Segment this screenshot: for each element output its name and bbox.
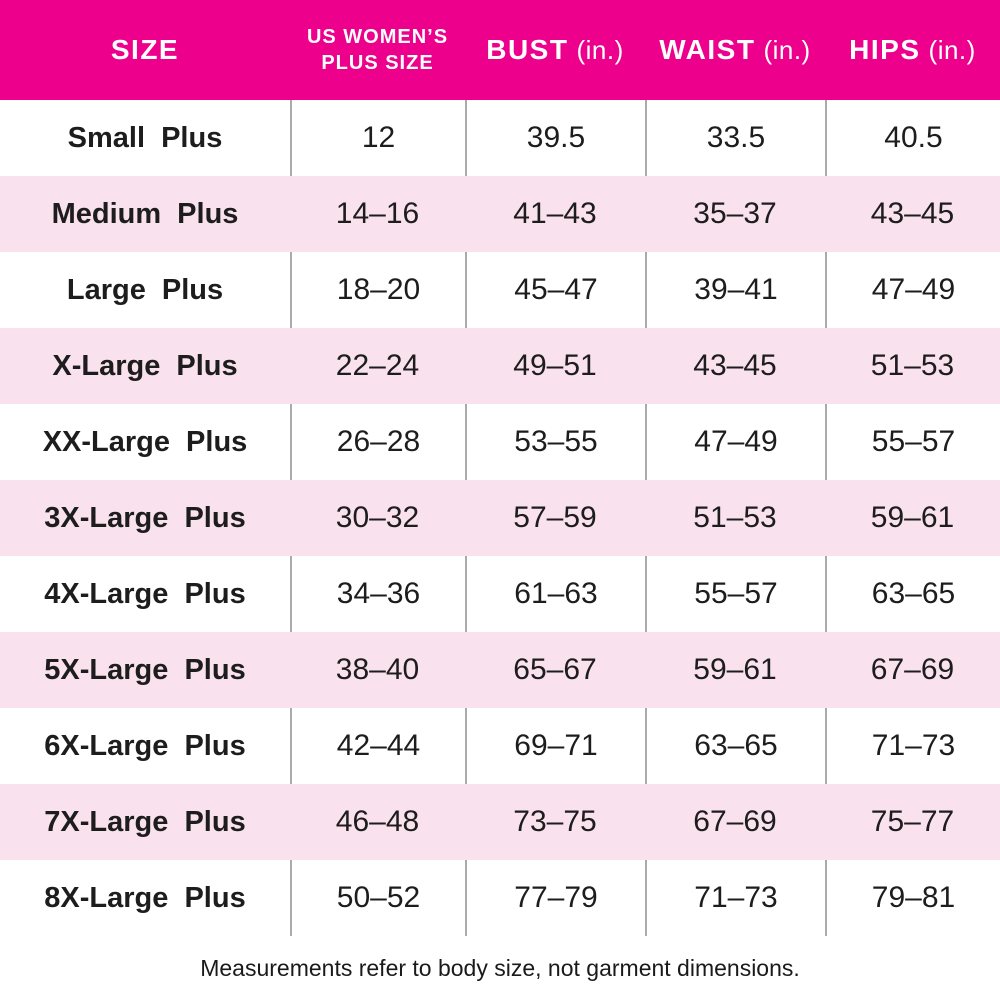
- bust-cell: 53–55: [465, 404, 645, 480]
- column-header-us-plus-size: US WOMEN’S PLUS SIZE: [290, 24, 465, 76]
- us-plus-size-cell: 34–36: [290, 556, 465, 632]
- hips-cell: 71–73: [825, 708, 1000, 784]
- table-row: Small Plus 12 39.5 33.5 40.5: [0, 100, 1000, 176]
- hips-cell: 47–49: [825, 252, 1000, 328]
- table-row: Large Plus 18–20 45–47 39–41 47–49: [0, 252, 1000, 328]
- footnote: Measurements refer to body size, not gar…: [200, 954, 800, 981]
- size-cell: 3X-Large Plus: [44, 501, 246, 534]
- bust-unit-label: (in.): [576, 34, 624, 65]
- bust-cell: 57–59: [513, 501, 597, 534]
- bust-cell: 49–51: [513, 349, 597, 382]
- us-plus-size-cell: 18–20: [290, 252, 465, 328]
- table-header: SIZE US WOMEN’S PLUS SIZE BUST (in.) WAIS…: [0, 0, 1000, 100]
- column-header-waist: WAIST (in.): [645, 33, 825, 66]
- hips-cell: 63–65: [825, 556, 1000, 632]
- table-row: XX-Large Plus 26–28 53–55 47–49 55–57: [0, 404, 1000, 480]
- waist-cell: 71–73: [645, 860, 825, 936]
- hips-cell: 67–69: [870, 653, 955, 686]
- bust-cell: 77–79: [465, 860, 645, 936]
- size-cell: X-Large Plus: [52, 349, 238, 382]
- waist-column-label: WAIST: [659, 33, 756, 65]
- us-plus-size-cell: 12: [290, 100, 465, 176]
- size-column-label: SIZE: [110, 33, 180, 65]
- bust-cell: 39.5: [465, 100, 645, 176]
- waist-cell: 51–53: [693, 501, 777, 534]
- size-cell: XX-Large Plus: [42, 425, 248, 458]
- us-plus-size-cell: 26–28: [290, 404, 465, 480]
- column-header-hips: HIPS (in.): [825, 33, 1000, 66]
- waist-cell: 33.5: [645, 100, 825, 176]
- table-row: 8X-Large Plus 50–52 77–79 71–73 79–81: [0, 860, 1000, 936]
- hips-cell: 59–61: [870, 501, 955, 534]
- column-header-bust: BUST (in.): [465, 33, 645, 66]
- size-cell: 4X-Large Plus: [44, 577, 246, 610]
- size-cell: Medium Plus: [51, 197, 239, 230]
- us-plus-size-line2: PLUS SIZE: [321, 52, 434, 74]
- us-plus-size-cell: 22–24: [335, 349, 420, 382]
- waist-cell: 59–61: [693, 653, 777, 686]
- size-cell: 7X-Large Plus: [44, 805, 246, 838]
- hips-column-label: HIPS: [849, 33, 921, 65]
- waist-cell: 35–37: [693, 197, 777, 230]
- hips-unit-label: (in.): [928, 34, 976, 65]
- us-plus-size-cell: 30–32: [335, 501, 420, 534]
- waist-cell: 47–49: [645, 404, 825, 480]
- size-cell: 5X-Large Plus: [44, 653, 246, 686]
- table-row: 5X-Large Plus 38–40 65–67 59–61 67–69: [0, 632, 1000, 708]
- waist-cell: 39–41: [645, 252, 825, 328]
- bust-cell: 73–75: [513, 805, 597, 838]
- waist-cell: 43–45: [693, 349, 777, 382]
- size-cell: 8X-Large Plus: [44, 881, 246, 914]
- hips-cell: 43–45: [870, 197, 955, 230]
- column-header-size: SIZE: [0, 33, 290, 66]
- us-plus-size-cell: 42–44: [290, 708, 465, 784]
- us-plus-size-cell: 38–40: [335, 653, 420, 686]
- size-cell: 6X-Large Plus: [44, 729, 246, 762]
- hips-cell: 51–53: [870, 349, 955, 382]
- bust-column-label: BUST: [486, 33, 569, 65]
- hips-cell: 75–77: [870, 805, 955, 838]
- table-row: 3X-Large Plus 30–32 57–59 51–53 59–61: [0, 480, 1000, 556]
- size-cell: Large Plus: [66, 273, 224, 306]
- table-row: Medium Plus 14–16 41–43 35–37 43–45: [0, 176, 1000, 252]
- waist-cell: 63–65: [645, 708, 825, 784]
- bust-cell: 61–63: [465, 556, 645, 632]
- bust-cell: 65–67: [513, 653, 597, 686]
- us-plus-size-cell: 14–16: [335, 197, 420, 230]
- hips-cell: 55–57: [825, 404, 1000, 480]
- bust-cell: 45–47: [465, 252, 645, 328]
- table-row: 7X-Large Plus 46–48 73–75 67–69 75–77: [0, 784, 1000, 860]
- table-row: 6X-Large Plus 42–44 69–71 63–65 71–73: [0, 708, 1000, 784]
- hips-cell: 40.5: [825, 100, 1000, 176]
- us-plus-size-cell: 46–48: [335, 805, 420, 838]
- size-cell: Small Plus: [67, 121, 223, 154]
- us-plus-size-cell: 50–52: [290, 860, 465, 936]
- us-plus-size-line1: US WOMEN’S: [306, 26, 449, 48]
- hips-cell: 79–81: [825, 860, 1000, 936]
- table-body: Small Plus 12 39.5 33.5 40.5 Medium Plus…: [0, 100, 1000, 936]
- waist-cell: 67–69: [693, 805, 777, 838]
- waist-cell: 55–57: [645, 556, 825, 632]
- waist-unit-label: (in.): [763, 34, 811, 65]
- table-row: 4X-Large Plus 34–36 61–63 55–57 63–65: [0, 556, 1000, 632]
- table-row: X-Large Plus 22–24 49–51 43–45 51–53: [0, 328, 1000, 404]
- bust-cell: 69–71: [465, 708, 645, 784]
- bust-cell: 41–43: [513, 197, 597, 230]
